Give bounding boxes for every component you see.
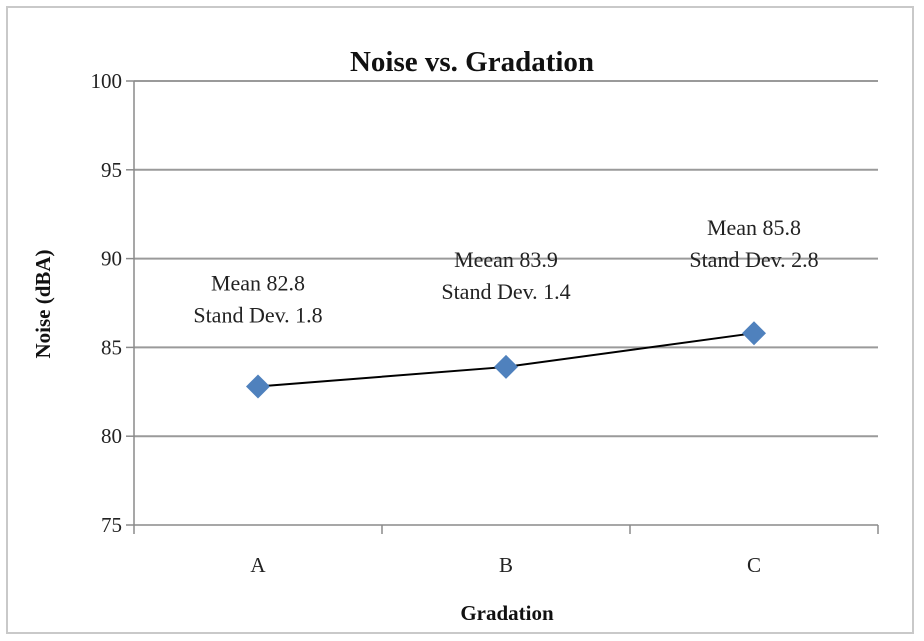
y-tick-label: 85: [101, 335, 122, 359]
data-point-marker: [742, 321, 766, 346]
y-tick-label: 75: [101, 513, 122, 537]
data-point-marker: [494, 354, 518, 379]
annotation-text: Meean 83.9: [454, 247, 558, 272]
y-tick-label: 100: [91, 69, 123, 93]
annotations: Mean 82.8 Stand Dev. 1.8 Meean 83.9 Stand D…: [193, 215, 818, 327]
x-tick-label: A: [250, 553, 266, 577]
x-tick-labels: A B C: [250, 553, 761, 577]
annotation-text: Stand Dev. 1.8: [193, 302, 322, 327]
y-tick-labels: 75 80 85 90 95 100: [91, 69, 123, 537]
y-axis-title: Noise (dBA): [31, 249, 55, 358]
annotation-text: Stand Dev. 2.8: [689, 247, 818, 272]
chart-frame: [6, 6, 914, 634]
annotation-text: Stand Dev. 1.4: [441, 279, 570, 304]
y-tick-label: 80: [101, 424, 122, 448]
series: [246, 321, 766, 399]
axes: [126, 80, 879, 534]
x-axis-title: Gradation: [460, 601, 554, 625]
data-point-marker: [246, 374, 270, 399]
x-tick-label: B: [499, 553, 513, 577]
annotation-text: Mean 82.8: [211, 270, 305, 295]
y-tick-label: 95: [101, 158, 122, 182]
annotation-text: Mean 85.8: [707, 215, 801, 240]
y-tick-label: 90: [101, 247, 122, 271]
x-tick-label: C: [747, 553, 761, 577]
chart-title: Noise vs. Gradation: [350, 46, 594, 78]
gridlines: [134, 80, 878, 438]
